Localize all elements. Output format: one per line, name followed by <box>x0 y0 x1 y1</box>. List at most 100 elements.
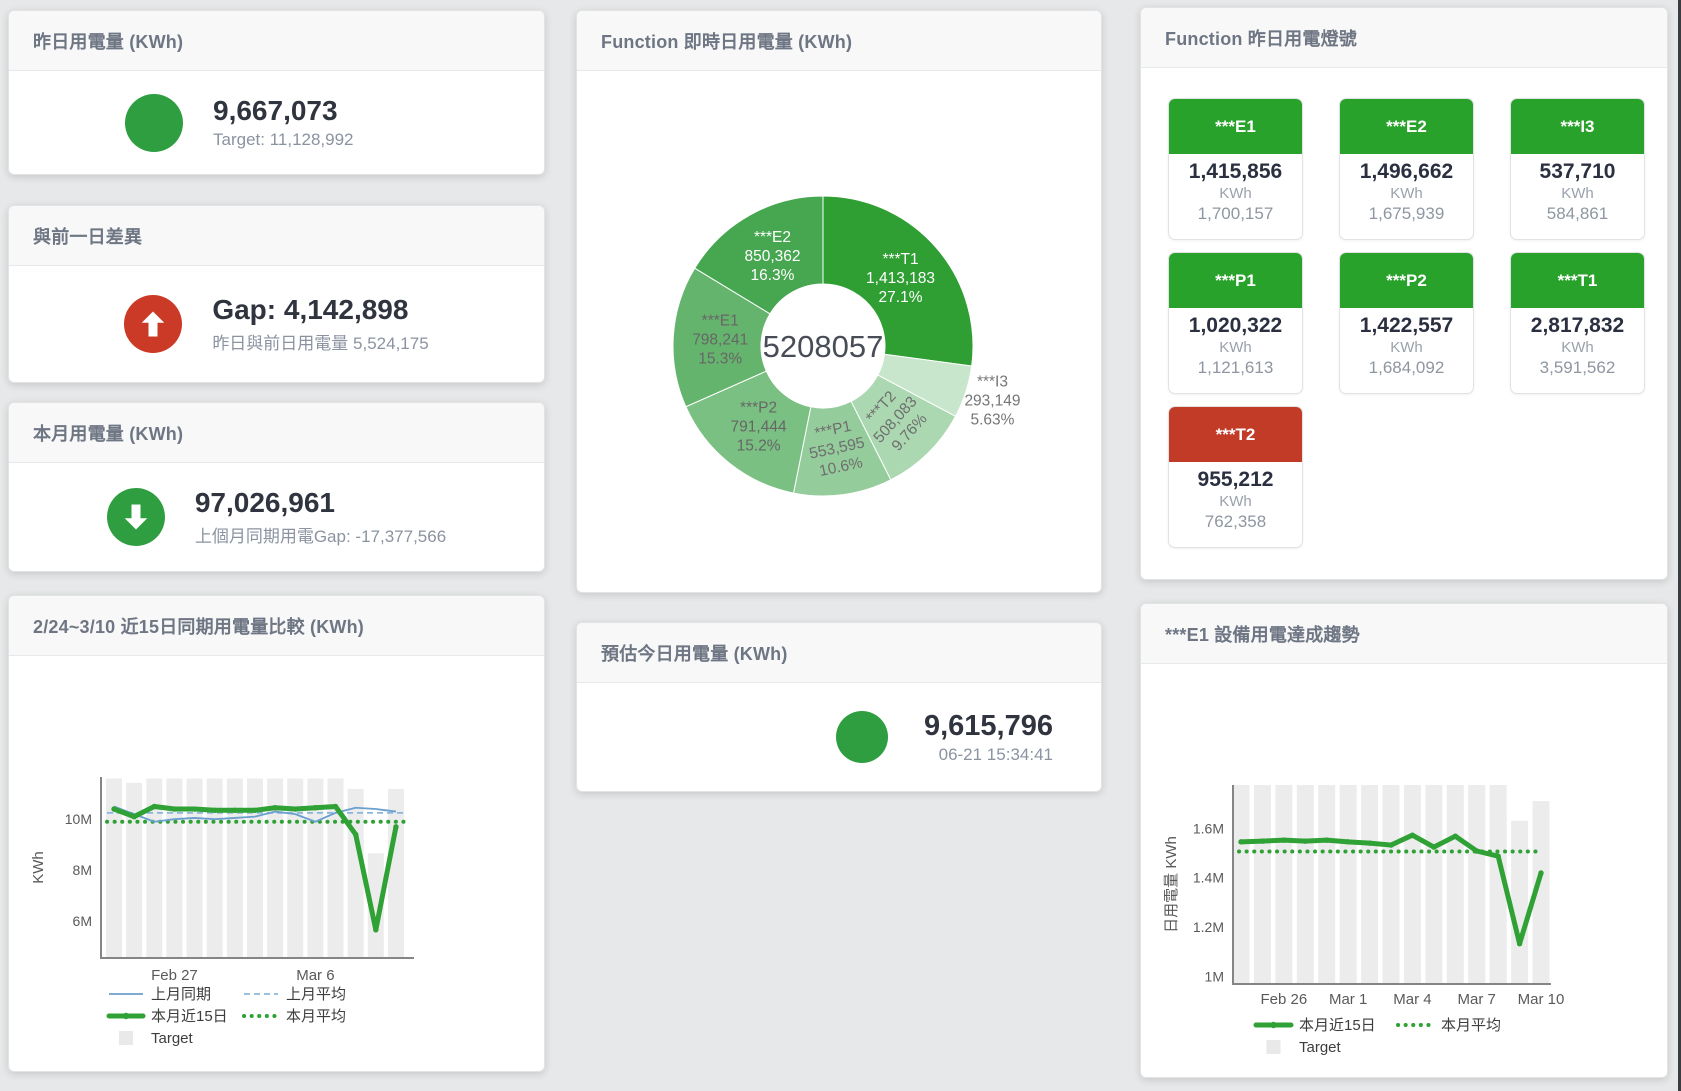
series-point <box>212 807 218 814</box>
y-tick-label: 8M <box>73 862 92 878</box>
tile-t1-value: 2,817,832 <box>1530 314 1625 337</box>
x-tick-label: Mar 10 <box>1518 991 1565 1008</box>
donut-slice-label: ***P2 <box>740 399 777 416</box>
card-day-gap: 與前一日差異 Gap: 4,142,898 昨日與前日用電量 5,524,175 <box>8 205 545 383</box>
target-bar <box>387 788 404 958</box>
donut-slice-label: 791,444 <box>731 418 787 435</box>
card-realtime-donut: Function 即時日用電量 (KWh) ***T1 1,413,183 27.1… <box>576 10 1102 593</box>
tile-e2-label: ***E2 <box>1340 99 1473 154</box>
donut-slice-label: 15.2% <box>737 437 781 454</box>
month-gap-subtitle: 上個月同期用電Gap: -17,377,566 <box>194 527 447 546</box>
target-bar <box>246 778 263 958</box>
legend-label: 本月平均 <box>286 1008 346 1025</box>
donut-label-group: ***E1 798,241 15.3% <box>692 312 748 367</box>
target-bars <box>106 778 404 958</box>
tile-i3-label: ***I3 <box>1511 99 1644 154</box>
status-circle-icon <box>125 93 183 152</box>
tile-p1-value: 1,020,322 <box>1188 314 1283 337</box>
donut-slice-label: 850,362 <box>744 248 800 265</box>
card-day-gap-title: 與前一日差異 <box>9 206 544 266</box>
donut-slice-E2[interactable] <box>694 195 824 315</box>
donut-slice-label: 1,413,183 <box>866 270 935 287</box>
donut-label-group: ***E2 850,362 16.3% <box>744 229 800 284</box>
month-value: 97,026,961 <box>194 487 335 518</box>
donut-slice-T1[interactable] <box>822 195 974 367</box>
screen-right-edge <box>1678 0 1681 1091</box>
x-tick-label: Feb 26 <box>1261 991 1308 1008</box>
target-bar <box>1275 785 1293 984</box>
series-point <box>191 806 198 812</box>
target-bar <box>267 778 284 958</box>
legend-swatch-point <box>122 1012 130 1020</box>
tile-e1[interactable]: ***E1 1,415,856 KWh 1,700,157 <box>1168 98 1303 240</box>
tile-p2-label: ***P2 <box>1340 253 1473 308</box>
target-bar <box>1339 785 1357 984</box>
target-bar <box>1425 785 1443 984</box>
tile-i3[interactable]: ***I3 537,710 KWh 584,861 <box>1510 98 1645 240</box>
tile-t2[interactable]: ***T2 955,212 KWh 762,358 <box>1168 406 1303 548</box>
forecast-timestamp: 06-21 15:34:41 <box>938 744 1053 764</box>
tile-e1-value: 1,415,856 <box>1188 160 1283 183</box>
card-month-body: 97,026,961 上個月同期用電Gap: -17,377,566 <box>9 463 544 571</box>
x-tick-label: Mar 6 <box>296 967 334 984</box>
target-bar <box>327 778 344 958</box>
tile-p1[interactable]: ***P1 1,020,322 KWh 1,121,613 <box>1168 252 1303 394</box>
target-bar <box>1489 785 1507 984</box>
series-point <box>1495 853 1501 859</box>
target-bars <box>1232 785 1550 984</box>
series-line <box>113 805 397 823</box>
series-point <box>373 927 379 933</box>
card-day-gap-body: Gap: 4,142,898 昨日與前日用電量 5,524,175 <box>9 266 544 382</box>
lights-grid: ***E1 1,415,856 KWh 1,700,157 ***E2 1,49… <box>1141 68 1667 548</box>
series-point <box>131 813 137 820</box>
card-e1-trend: ***E1 設備用電達成趨勢 1M 1.2M 1.4M 1.6M Feb 26 Mar 1… <box>1140 603 1668 1078</box>
target-bar <box>1382 785 1400 984</box>
series-point <box>1281 837 1287 843</box>
y-tick-label: 1.2M <box>1193 919 1224 935</box>
series-point <box>1302 838 1308 844</box>
tile-e2[interactable]: ***E2 1,496,662 KWh 1,675,939 <box>1339 98 1474 240</box>
series-point <box>252 807 258 814</box>
card-month-title: 本月用電量 (KWh) <box>9 403 544 463</box>
card-yesterday-title: 昨日用電量 (KWh) <box>9 11 544 71</box>
yesterday-value: 9,667,073 <box>213 95 338 126</box>
yesterday-target: Target: 11,128,992 <box>213 130 354 149</box>
x-tick-label: Mar 4 <box>1393 991 1431 1008</box>
tile-p2-unit: KWh <box>1390 339 1423 356</box>
tile-p2[interactable]: ***P2 1,422,557 KWh 1,684,092 <box>1339 252 1474 394</box>
tile-i3-value: 537,710 <box>1539 160 1616 183</box>
axes <box>100 777 414 959</box>
series-point <box>312 805 319 811</box>
series-point <box>171 806 178 812</box>
donut-slice-label: ***E1 <box>702 312 739 329</box>
target-bar <box>367 853 384 958</box>
tile-t1[interactable]: ***T1 2,817,832 KWh 3,591,562 <box>1510 252 1645 394</box>
donut-slice-P2[interactable] <box>685 370 812 494</box>
day-gap-value: Gap: 4,142,898 <box>212 294 409 325</box>
series-point <box>352 831 359 838</box>
realtime-donut-plot[interactable]: ***T1 1,413,183 27.1% ***I3 293,149 5.63% ***T… <box>577 71 1101 593</box>
target-bar <box>226 778 243 958</box>
target-bar <box>1511 820 1529 984</box>
donut-slice-label: ***I3 <box>977 373 1008 390</box>
status-circle-icon <box>835 711 888 763</box>
y-tick-label: 1.4M <box>1193 870 1224 886</box>
tile-t1-label: ***T1 <box>1511 253 1644 308</box>
donut-slice-label: 293,149 <box>964 392 1020 409</box>
arrow-down-icon <box>106 488 165 546</box>
donut-slice-E1[interactable] <box>672 267 771 408</box>
donut-label-group: ***T1 1,413,183 27.1% <box>866 251 935 306</box>
donut-slice-label: 15.3% <box>698 350 742 367</box>
tile-t2-target: 762,358 <box>1204 512 1267 531</box>
tile-e2-target: 1,675,939 <box>1368 204 1445 223</box>
forecast-body: 9,615,796 06-21 15:34:41 <box>577 683 1101 791</box>
legend-label: Target <box>151 1030 194 1047</box>
target-bar <box>1318 785 1336 984</box>
e1-trend-plot[interactable]: 1M 1.2M 1.4M 1.6M Feb 26 Mar 1 Mar 4 Mar 7 Mar 1… <box>1141 664 1667 1078</box>
donut-slice-label: ***T1 <box>882 251 918 268</box>
target-bar <box>126 782 143 958</box>
series-point <box>1259 838 1266 844</box>
tile-t1-unit: KWh <box>1561 339 1594 356</box>
series-point <box>1388 842 1394 848</box>
